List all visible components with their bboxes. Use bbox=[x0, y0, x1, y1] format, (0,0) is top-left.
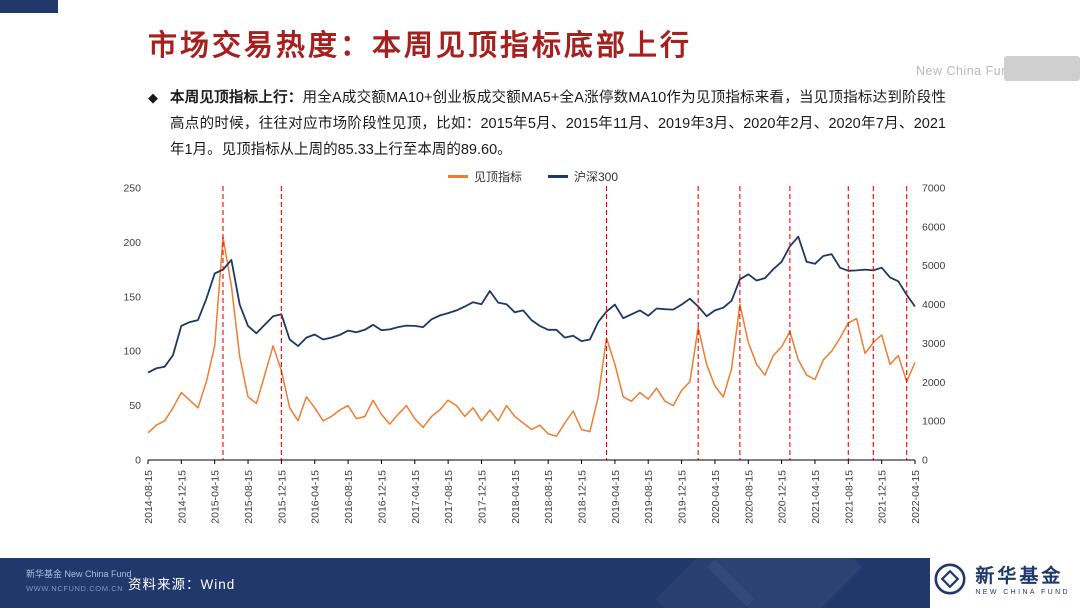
company-logo: 新华基金 NEW CHINA FUND bbox=[933, 562, 1070, 601]
y-tick-label-right: 0 bbox=[922, 455, 928, 467]
y-tick-label-left: 150 bbox=[123, 291, 141, 303]
footer-bar: 新华基金 New China Fund WWW.NCFUND.COM.CN 资料… bbox=[0, 558, 930, 608]
x-tick-label: 2015-08-15 bbox=[243, 470, 255, 524]
logo-name-cn: 新华基金 bbox=[975, 566, 1064, 587]
footer-website: WWW.NCFUND.COM.CN bbox=[26, 584, 124, 593]
x-tick-label: 2018-08-15 bbox=[543, 470, 555, 524]
legend-swatch-csi300 bbox=[547, 174, 568, 178]
y-tick-label-left: 100 bbox=[123, 346, 141, 358]
company-logo-text: 新华基金 NEW CHINA FUND bbox=[975, 566, 1070, 597]
x-tick-label: 2016-12-15 bbox=[376, 470, 388, 524]
y-tick-label-right: 4000 bbox=[922, 299, 946, 311]
line-chart-svg: 2014-08-15 2014-12-15 2015-04-15 2015-08-15… bbox=[123, 184, 946, 524]
y-tick-label-right: 5000 bbox=[922, 260, 946, 272]
bullet-lead: 本周见顶指标上行： bbox=[170, 90, 303, 106]
x-tick-label: 2019-08-15 bbox=[643, 470, 655, 524]
x-tick-label: 2017-12-15 bbox=[476, 470, 488, 524]
logo-name-en: NEW CHINA FUND bbox=[975, 589, 1070, 596]
bullet-body: 用全A成交额MA10+创业板成交额MA5+全A涨停数MA10作为见顶指标来看，当… bbox=[170, 90, 946, 158]
watermark-logo-box bbox=[1004, 56, 1080, 81]
legend-item-topping-indicator: 见顶指标 bbox=[447, 168, 522, 185]
legend-label-topping-indicator: 见顶指标 bbox=[473, 169, 522, 184]
x-tick-label: 2015-12-15 bbox=[276, 470, 288, 524]
y-tick-label-right: 3000 bbox=[922, 338, 946, 350]
x-tick-label: 2014-08-15 bbox=[143, 470, 155, 524]
data-source-label: 资料来源：Wind bbox=[128, 577, 236, 592]
x-tick-label: 2014-12-15 bbox=[176, 470, 188, 524]
y-tick-label-right: 1000 bbox=[922, 416, 946, 428]
x-tick-label: 2019-12-15 bbox=[677, 470, 689, 524]
x-tick-label: 2016-04-15 bbox=[310, 470, 322, 524]
y-tick-label-left: 250 bbox=[123, 184, 141, 195]
bullet-paragraph: ◆ 本周见顶指标上行：用全A成交额MA10+创业板成交额MA5+全A涨停数MA1… bbox=[148, 85, 946, 163]
y-tick-label-left: 200 bbox=[123, 237, 141, 249]
chart-legend: 见顶指标 沪深300 bbox=[116, 168, 950, 184]
footer-brand-name: 新华基金 New China Fund bbox=[26, 569, 132, 579]
x-tick-label: 2017-08-15 bbox=[443, 470, 455, 524]
csi300-line bbox=[147, 235, 916, 374]
page-title: 市场交易热度：本周见顶指标底部上行 bbox=[148, 30, 693, 62]
chart: 见顶指标 沪深300 2014-08-15 2014-12-15 2015-04-15… bbox=[116, 168, 950, 544]
corner-accent-block bbox=[0, 0, 58, 13]
y-tick-label-left: 0 bbox=[135, 455, 141, 467]
y-tick-label-left: 50 bbox=[129, 400, 141, 412]
x-tick-label: 2020-08-15 bbox=[743, 470, 755, 524]
watermark-text: New China Fund bbox=[916, 64, 1017, 78]
x-tick-label: 2021-12-15 bbox=[877, 470, 889, 524]
x-tick-label: 2017-04-15 bbox=[410, 470, 422, 524]
x-tick-label: 2015-04-15 bbox=[210, 470, 222, 524]
x-tick-label: 2020-04-15 bbox=[710, 470, 722, 524]
x-tick-label: 2021-08-15 bbox=[843, 470, 855, 524]
x-tick-label: 2021-04-15 bbox=[810, 470, 822, 524]
y-tick-label-right: 2000 bbox=[922, 377, 946, 389]
bullet-diamond-icon: ◆ bbox=[148, 90, 158, 105]
company-logo-icon bbox=[933, 562, 967, 601]
legend-item-csi300: 沪深300 bbox=[547, 168, 619, 185]
topping-indicator-line bbox=[147, 236, 916, 437]
x-tick-label: 2020-12-15 bbox=[777, 470, 789, 524]
y-tick-label-right: 6000 bbox=[922, 221, 946, 233]
footer-brand: 新华基金 New China Fund WWW.NCFUND.COM.CN bbox=[26, 567, 132, 593]
legend-swatch-topping-indicator bbox=[447, 174, 468, 178]
bullet-text: 本周见顶指标上行：用全A成交额MA10+创业板成交额MA5+全A涨停数MA10作… bbox=[170, 85, 946, 163]
y-tick-label-right: 7000 bbox=[922, 184, 946, 195]
x-tick-label: 2018-12-15 bbox=[577, 470, 589, 524]
x-tick-label: 2019-04-15 bbox=[610, 470, 622, 524]
x-tick-label: 2018-04-15 bbox=[510, 470, 522, 524]
x-tick-label: 2022-04-15 bbox=[910, 470, 922, 524]
legend-label-csi300: 沪深300 bbox=[573, 169, 619, 184]
x-tick-label: 2016-08-15 bbox=[343, 470, 355, 524]
